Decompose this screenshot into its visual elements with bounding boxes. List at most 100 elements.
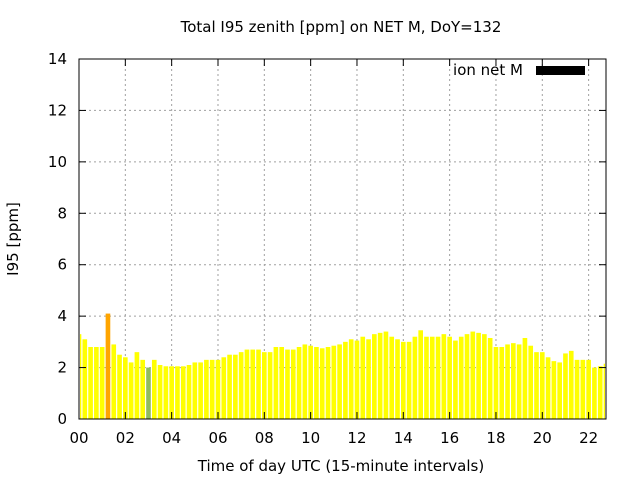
- bar: [551, 361, 557, 419]
- bar: [227, 354, 232, 419]
- bar: [539, 352, 545, 419]
- bar: [603, 363, 605, 419]
- bar: [215, 359, 221, 419]
- bar: [447, 336, 452, 419]
- bar: [146, 367, 151, 419]
- bar: [377, 332, 383, 419]
- bar: [204, 359, 209, 419]
- bar: [128, 362, 134, 419]
- bar: [568, 350, 574, 419]
- bar: [285, 349, 290, 419]
- x-tick-label: 08: [255, 429, 274, 447]
- bar: [372, 334, 377, 419]
- x-tick-label: 10: [301, 429, 320, 447]
- bar: [563, 353, 568, 419]
- bar: [464, 334, 470, 419]
- bar: [516, 344, 522, 419]
- bar: [94, 347, 99, 419]
- bar: [273, 347, 279, 419]
- bar: [314, 347, 319, 419]
- bar: [80, 334, 82, 419]
- bar: [279, 347, 285, 419]
- bar: [151, 359, 157, 419]
- bar: [140, 359, 146, 419]
- x-tick-label: 12: [347, 429, 366, 447]
- bar: [400, 341, 406, 419]
- bar: [157, 365, 163, 419]
- bar: [296, 347, 302, 419]
- bar: [337, 344, 342, 419]
- bar: [319, 348, 325, 419]
- bar: [233, 354, 238, 419]
- bar: [163, 366, 169, 419]
- y-tick-label: 6: [57, 256, 67, 274]
- legend-label: ion net M: [453, 61, 523, 79]
- bar: [493, 347, 499, 419]
- bar: [198, 362, 203, 419]
- bar: [180, 366, 186, 419]
- bar: [209, 359, 215, 419]
- bar: [169, 366, 174, 419]
- bar: [406, 341, 412, 419]
- bar: [262, 352, 267, 419]
- bar: [331, 345, 337, 419]
- bar: [267, 352, 273, 419]
- bar: [470, 331, 476, 419]
- bar: [487, 338, 493, 419]
- plot-frame: [78, 58, 607, 420]
- bar: [308, 345, 313, 419]
- bar: [111, 344, 117, 419]
- y-tick-label: 10: [48, 153, 67, 171]
- y-tick-label: 4: [57, 307, 67, 325]
- bar: [238, 352, 244, 419]
- bar: [88, 347, 93, 419]
- bar: [389, 336, 395, 419]
- bar: [476, 332, 481, 419]
- x-axis-label: Time of day UTC (15-minute intervals): [197, 457, 484, 475]
- legend-swatch: [536, 66, 585, 75]
- bar: [186, 365, 192, 419]
- bar: [592, 367, 597, 419]
- bar: [528, 345, 534, 419]
- bar: [250, 349, 256, 419]
- x-tick-label: 04: [162, 429, 181, 447]
- bar: [383, 331, 389, 419]
- x-tick-label: 20: [533, 429, 552, 447]
- bar: [105, 313, 111, 419]
- bar: [366, 339, 371, 419]
- chart-title: Total I95 zenith [ppm] on NET M, DoY=132: [180, 18, 502, 36]
- bar: [192, 362, 198, 419]
- bar: [325, 347, 331, 419]
- bar: [453, 340, 458, 419]
- y-tick-label: 14: [48, 50, 67, 68]
- x-tick-label: 22: [579, 429, 598, 447]
- bar: [534, 352, 539, 419]
- bar: [522, 338, 528, 419]
- bar: [511, 343, 516, 419]
- bar: [418, 330, 423, 419]
- bar: [435, 336, 441, 419]
- bar: [99, 347, 105, 419]
- bar: [244, 349, 250, 419]
- bar: [290, 349, 296, 419]
- bar: [348, 339, 354, 419]
- bar: [395, 339, 400, 419]
- y-tick-label: 2: [57, 359, 67, 377]
- bar: [302, 344, 308, 419]
- bar: [424, 336, 429, 419]
- bar: [221, 357, 227, 419]
- bar: [117, 354, 122, 419]
- bar: [412, 336, 418, 419]
- x-tick-label: 06: [208, 429, 227, 447]
- bar: [499, 347, 505, 419]
- y-tick-label: 0: [57, 410, 67, 428]
- bar: [505, 344, 510, 419]
- bar: [580, 359, 586, 419]
- x-tick-label: 16: [440, 429, 459, 447]
- bar: [597, 366, 603, 419]
- bar: [256, 349, 261, 419]
- x-tick-label: 18: [486, 429, 505, 447]
- bar: [557, 362, 562, 419]
